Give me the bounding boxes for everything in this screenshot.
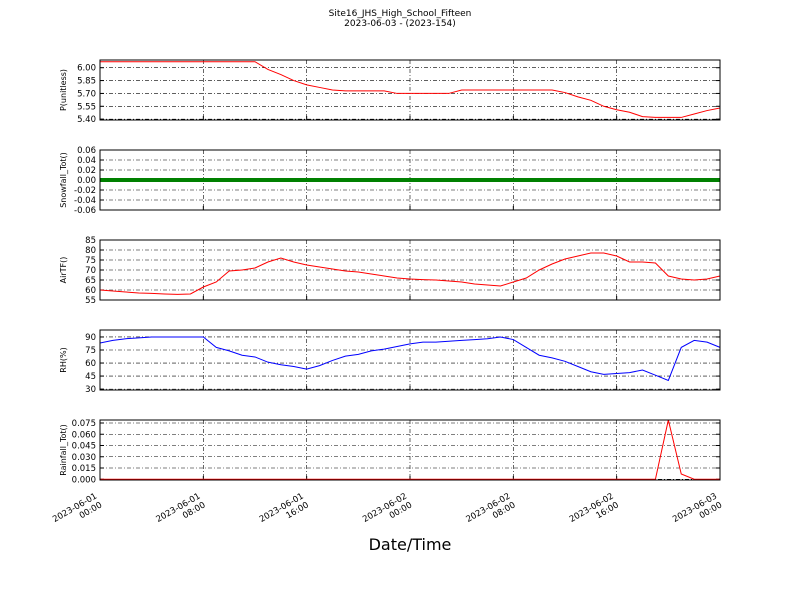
y-axis-label: AirTF() (59, 257, 68, 284)
x-tick-label: 2023-06-0216:00 (568, 492, 621, 534)
plot-frame (99, 239, 721, 301)
y-tick-label: 80 (85, 246, 96, 256)
y-axis-label: Snowfall_Tot() (59, 152, 68, 208)
x-tick-label: 2023-06-0300:00 (671, 492, 724, 534)
y-tick-label: 0.02 (77, 166, 96, 176)
x-tick-label: 2023-06-0116:00 (258, 492, 311, 534)
data-line (99, 336, 721, 382)
y-tick-label: -0.06 (74, 206, 96, 216)
plot-frame (99, 149, 721, 211)
y-tick-label: 30 (85, 385, 96, 395)
y-axis-label: P(unitless) (59, 69, 68, 111)
y-tick-label: 0.000 (72, 475, 96, 485)
y-tick-label: 70 (85, 266, 96, 276)
y-tick-label: 0.075 (72, 419, 96, 429)
y-tick-label: 45 (85, 372, 96, 382)
y-tick-label: 85 (85, 236, 96, 246)
y-tick-label: 60 (85, 359, 96, 369)
x-tick-label: 2023-06-0200:00 (361, 492, 414, 534)
y-tick-label: 75 (85, 346, 96, 356)
x-tick-label: 2023-06-0208:00 (464, 492, 517, 534)
y-tick-label: -0.04 (74, 196, 96, 206)
y-tick-label: 0.015 (72, 464, 96, 474)
y-tick-label: 5.70 (77, 89, 96, 99)
y-tick-label: 65 (85, 276, 96, 286)
y-axis-label: RH(%) (59, 347, 68, 372)
x-axis-label: Date/Time (369, 535, 452, 554)
y-tick-label: 90 (85, 333, 96, 343)
y-tick-label: 0.00 (77, 176, 96, 186)
y-tick-label: 0.04 (77, 156, 96, 166)
plot-frame (99, 329, 721, 391)
y-tick-label: 0.030 (72, 453, 96, 463)
y-tick-label: 0.045 (72, 442, 96, 452)
plot-frame (99, 59, 721, 121)
plot-frame (99, 419, 721, 481)
chart-subtitle: 2023-06-03 - (2023-154) (344, 19, 456, 29)
data-line (100, 61, 721, 118)
y-tick-label: 0.060 (72, 430, 96, 440)
x-tick-label: 2023-06-0108:00 (154, 492, 207, 534)
data-line (100, 419, 720, 480)
y-tick-label: 5.55 (77, 102, 96, 112)
y-tick-label: 55 (85, 296, 96, 306)
chart-title: Site16_JHS_High_School_Fifteen (329, 9, 472, 19)
y-tick-label: 6.00 (77, 64, 96, 74)
y-axis-label: Rainfall_Tot() (59, 424, 68, 476)
y-tick-label: 75 (85, 256, 96, 266)
y-tick-label: 5.40 (77, 115, 96, 125)
y-tick-label: 60 (85, 286, 96, 296)
y-tick-label: 0.06 (77, 146, 96, 156)
x-tick-label: 2023-06-0100:00 (51, 492, 104, 534)
data-line (99, 252, 721, 295)
y-tick-label: 5.85 (77, 77, 96, 87)
y-tick-label: -0.02 (74, 186, 96, 196)
